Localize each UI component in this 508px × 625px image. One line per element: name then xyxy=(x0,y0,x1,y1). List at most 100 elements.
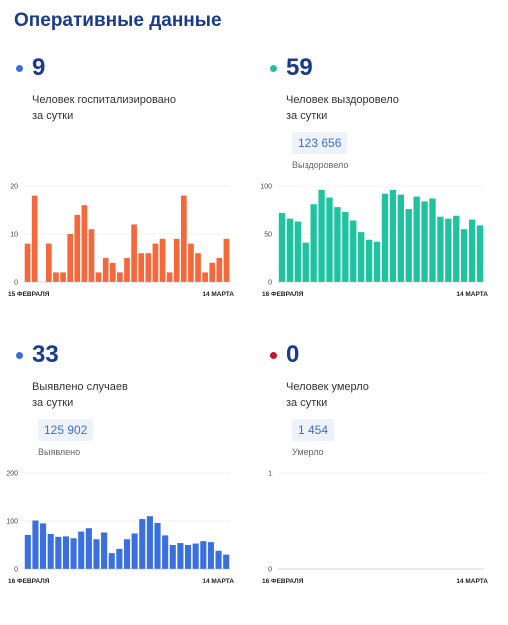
bar xyxy=(40,523,47,569)
daily-number: 33 xyxy=(32,341,59,368)
bar xyxy=(365,239,373,282)
bar xyxy=(180,195,187,282)
bar xyxy=(47,533,54,569)
bar xyxy=(152,243,159,282)
bar xyxy=(445,218,452,282)
bar xyxy=(358,232,365,282)
bar xyxy=(192,543,199,569)
x-start-label: 15 ФЕВРАЛЯ xyxy=(8,291,50,298)
bar xyxy=(188,243,194,282)
indicator-dot xyxy=(16,65,23,72)
bar xyxy=(326,197,333,282)
stat-panel-cases: 33 Выявлено случаев за сутки 125 902 Выя… xyxy=(0,335,236,625)
y-tick-label: 50 xyxy=(264,232,272,239)
total-value: 123 656 xyxy=(292,132,348,154)
bar xyxy=(200,541,207,569)
y-tick-label: 0 xyxy=(14,280,18,287)
bar xyxy=(162,535,169,569)
stat-panel-deaths: 0 Человек умерло за сутки 1 454 Умерло 0… xyxy=(254,335,490,625)
y-tick-label: 1 xyxy=(268,471,272,478)
y-tick-label: 20 xyxy=(10,184,18,191)
bar xyxy=(108,553,115,569)
bar xyxy=(216,258,223,282)
bar xyxy=(138,253,145,282)
bar xyxy=(78,531,85,569)
stat-panel-recovered: 59 Человек выздоровело за сутки 123 656 … xyxy=(254,48,490,338)
bar xyxy=(116,548,123,569)
x-end-label: 14 МАРТА xyxy=(202,578,234,585)
bar xyxy=(123,539,131,569)
bar xyxy=(88,229,95,282)
y-tick-label: 100 xyxy=(6,519,18,526)
bar-chart-cases: 0 100 200 16 ФЕВРАЛЯ 14 МАРТА xyxy=(6,471,234,586)
y-tick-label: 0 xyxy=(268,567,272,574)
bar xyxy=(342,211,349,282)
bar xyxy=(437,216,444,282)
bar xyxy=(145,253,152,282)
y-tick-label: 200 xyxy=(6,471,18,478)
daily-number: 0 xyxy=(286,341,300,368)
bar xyxy=(405,209,412,282)
bar xyxy=(166,272,173,282)
bar xyxy=(413,196,420,282)
bar xyxy=(223,238,230,282)
bar xyxy=(24,243,31,282)
bar xyxy=(32,520,39,569)
y-tick-label: 100 xyxy=(260,184,272,191)
bar xyxy=(70,538,77,569)
bar xyxy=(421,201,428,282)
bar xyxy=(24,534,31,569)
total-value: 125 902 xyxy=(38,419,94,441)
bar xyxy=(310,204,317,282)
bar xyxy=(389,189,397,282)
bar xyxy=(159,238,166,282)
stat-description: Выявлено случаев за сутки xyxy=(32,381,128,409)
bar xyxy=(95,272,102,282)
total-label: Выявлено xyxy=(38,447,81,457)
bar xyxy=(429,198,436,282)
indicator-dot xyxy=(270,352,277,359)
bar-chart-recovered: 0 50 100 16 ФЕВРАЛЯ 14 МАРТА xyxy=(260,184,488,299)
bar xyxy=(131,224,137,282)
bar xyxy=(60,272,66,282)
bar xyxy=(74,214,81,282)
x-start-label: 16 ФЕВРАЛЯ xyxy=(8,578,50,585)
bar xyxy=(154,522,161,569)
bar xyxy=(202,272,208,282)
x-end-label: 14 МАРТА xyxy=(456,578,488,585)
bar xyxy=(468,219,476,282)
bar xyxy=(109,262,116,282)
bar xyxy=(169,545,176,569)
bar xyxy=(381,193,389,282)
daily-number: 9 xyxy=(32,54,46,81)
bar xyxy=(131,533,138,569)
bar xyxy=(334,207,341,282)
total-value: 1 454 xyxy=(292,419,335,441)
bar xyxy=(184,545,192,569)
bar xyxy=(93,539,100,569)
x-end-label: 14 МАРТА xyxy=(202,291,234,298)
bar xyxy=(286,218,294,282)
bar xyxy=(278,212,286,282)
bar xyxy=(173,238,180,282)
bar xyxy=(55,536,62,569)
indicator-dot xyxy=(16,352,23,359)
bar xyxy=(146,516,153,569)
x-start-label: 16 ФЕВРАЛЯ xyxy=(262,291,304,298)
y-tick-label: 10 xyxy=(10,232,18,239)
bar xyxy=(461,229,468,282)
bar xyxy=(102,258,109,282)
bar xyxy=(294,221,301,282)
bar xyxy=(62,536,70,569)
page-title: Оперативные данные xyxy=(14,10,222,31)
bar xyxy=(195,253,201,282)
bar xyxy=(53,272,59,282)
total-label: Выздоровело xyxy=(292,160,349,170)
indicator-dot xyxy=(270,65,277,72)
bar xyxy=(31,195,38,282)
bar xyxy=(209,262,216,282)
stat-panel-hospitalized: 9 Человек госпитализировано за сутки 0 10… xyxy=(0,48,236,338)
bar xyxy=(101,532,108,569)
y-tick-label: 0 xyxy=(14,567,18,574)
bar xyxy=(67,234,74,282)
